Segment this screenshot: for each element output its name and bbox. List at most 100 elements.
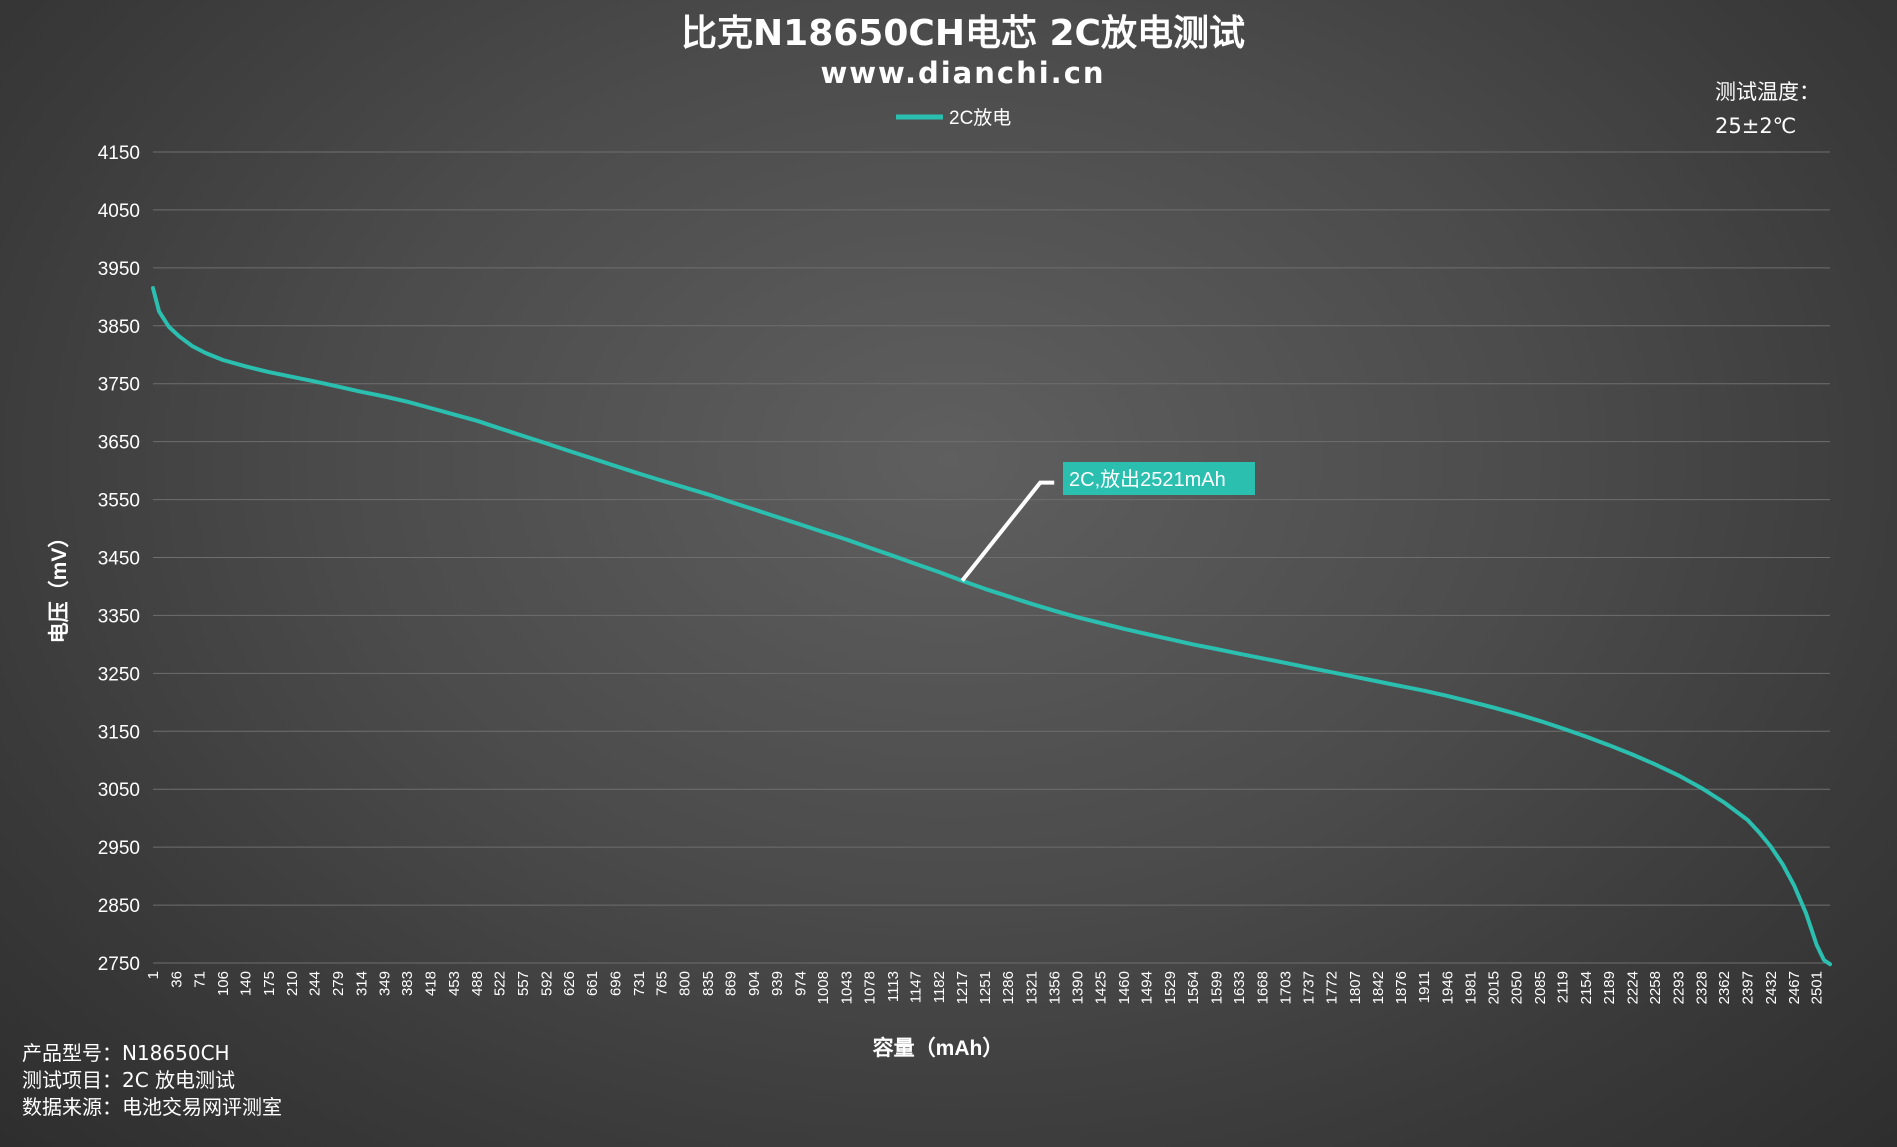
x-tick-label: 1251: [977, 971, 994, 1004]
x-tick-label: 1390: [1069, 971, 1086, 1004]
footer-value: N18650CH: [122, 1041, 230, 1065]
y-tick-label: 3150: [98, 722, 140, 743]
x-tick-label: 210: [284, 971, 301, 996]
x-tick-label: 592: [538, 971, 555, 996]
x-tick-label: 383: [399, 971, 416, 996]
x-tick-label: 974: [793, 971, 810, 996]
y-tick-label: 3650: [98, 433, 140, 454]
x-tick-label: 1043: [838, 971, 855, 1004]
x-tick-label: 557: [515, 971, 532, 996]
test-temperature: 测试温度： 25±2℃: [1715, 75, 1820, 143]
x-tick-label: 1772: [1324, 971, 1341, 1004]
y-tick-label: 3050: [98, 780, 140, 801]
x-tick-label: 2467: [1786, 971, 1803, 1004]
x-tick-label: 522: [492, 971, 509, 996]
footer-value: 电池交易网评测室: [122, 1095, 282, 1119]
y-tick-label: 3450: [98, 549, 140, 570]
x-tick-label: 2397: [1739, 971, 1756, 1004]
x-tick-label: 904: [746, 971, 763, 996]
x-tick-label: 1: [145, 971, 162, 979]
footer-row-model: 产品型号：N18650CH: [22, 1040, 282, 1067]
x-axis-label: 容量（mAh）: [873, 1036, 1004, 1060]
x-tick-label: 349: [377, 971, 394, 996]
x-tick-label: 1842: [1370, 971, 1387, 1004]
x-tick-label: 1703: [1278, 971, 1295, 1004]
temperature-value: 25±2℃: [1715, 114, 1797, 138]
x-tick-label: 314: [353, 971, 370, 996]
x-tick-label: 1876: [1393, 971, 1410, 1004]
annotation-box: [1063, 462, 1255, 495]
y-tick-label: 3950: [98, 259, 140, 280]
x-tick-label: 869: [723, 971, 740, 996]
x-tick-label: 244: [307, 971, 324, 996]
legend-label: 2C放电: [949, 107, 1011, 129]
x-tick-label: 488: [469, 971, 486, 996]
x-tick-label: 2432: [1763, 971, 1780, 1004]
x-tick-label: 2154: [1578, 971, 1595, 1004]
footer-value: 2C 放电测试: [122, 1068, 236, 1092]
x-tick-label: 1529: [1162, 971, 1179, 1004]
series-line-2c: [151, 286, 1832, 967]
footer-label: 测试项目：: [22, 1068, 122, 1092]
x-axis: 1 36 71 106 140 175 210 244 279 314 349 383 418 453 48…: [145, 971, 1826, 1004]
x-tick-label: 106: [215, 971, 232, 996]
y-tick-label: 3550: [98, 491, 140, 512]
x-tick-label: 2362: [1716, 971, 1733, 1004]
y-tick-label: 3250: [98, 664, 140, 685]
footer-label: 数据来源：: [22, 1095, 122, 1119]
annotation-label: 2C,放出2521mAh: [1069, 468, 1226, 491]
x-tick-label: 661: [584, 971, 601, 996]
chart-subtitle: www.dianchi.cn: [820, 56, 1105, 90]
x-tick-label: 1425: [1093, 971, 1110, 1004]
footer-row-source: 数据来源：电池交易网评测室: [22, 1094, 282, 1121]
x-tick-label: 140: [238, 971, 255, 996]
y-axis-label: 电压（mV）: [47, 527, 71, 644]
x-tick-label: 1633: [1231, 971, 1248, 1004]
x-tick-label: 939: [769, 971, 786, 996]
annotation-leader: [960, 480, 1055, 582]
x-tick-label: 1321: [1023, 971, 1040, 1004]
y-tick-label: 2750: [98, 954, 140, 975]
x-tick-label: 1668: [1254, 971, 1271, 1004]
x-tick-label: 2189: [1601, 971, 1618, 1004]
x-tick-label: 1946: [1439, 971, 1456, 1004]
x-tick-label: 1564: [1185, 971, 1202, 1004]
x-tick-label: 765: [653, 971, 670, 996]
footer-info: 产品型号：N18650CH 测试项目：2C 放电测试 数据来源：电池交易网评测室: [22, 1040, 282, 1121]
x-tick-label: 1807: [1347, 971, 1364, 1004]
x-tick-label: 1599: [1208, 971, 1225, 1004]
x-tick-label: 696: [608, 971, 625, 996]
x-tick-label: 36: [168, 971, 185, 988]
y-tick-label: 2850: [98, 896, 140, 917]
annotation: 2C,放出2521mAh: [960, 462, 1255, 582]
x-tick-label: 2328: [1694, 971, 1711, 1004]
y-tick-label: 3750: [98, 375, 140, 396]
grid: [153, 151, 1830, 964]
x-tick-label: 2119: [1554, 971, 1571, 1003]
x-tick-label: 279: [330, 971, 347, 996]
y-tick-label: 4150: [98, 143, 140, 164]
chart-title: 比克N18650CH电芯 2C放电测试: [681, 13, 1245, 54]
x-tick-label: 453: [446, 971, 463, 996]
x-tick-label: 1182: [931, 971, 948, 1003]
x-tick-label: 2050: [1509, 971, 1526, 1004]
x-tick-label: 2224: [1624, 971, 1641, 1004]
x-tick-label: 2015: [1485, 971, 1502, 1004]
x-tick-label: 2501: [1809, 971, 1826, 1004]
x-tick-label: 1217: [954, 971, 971, 1004]
legend: 2C放电: [896, 107, 1011, 129]
x-tick-label: 71: [192, 971, 209, 988]
temperature-label: 测试温度：: [1715, 80, 1820, 104]
y-tick-label: 3350: [98, 606, 140, 627]
x-tick-label: 800: [677, 971, 694, 996]
x-tick-label: 418: [423, 971, 440, 996]
x-tick-label: 1460: [1116, 971, 1133, 1004]
x-tick-label: 731: [631, 971, 648, 996]
x-tick-label: 626: [561, 971, 578, 996]
x-tick-label: 2258: [1647, 971, 1664, 1004]
x-tick-label: 2085: [1532, 971, 1549, 1004]
x-tick-label: 1911: [1416, 971, 1433, 1003]
y-axis: 4150 4050 3950 3850 3750 3650 3550 3450 3350 3250…: [98, 143, 140, 975]
y-tick-label: 3850: [98, 317, 140, 338]
